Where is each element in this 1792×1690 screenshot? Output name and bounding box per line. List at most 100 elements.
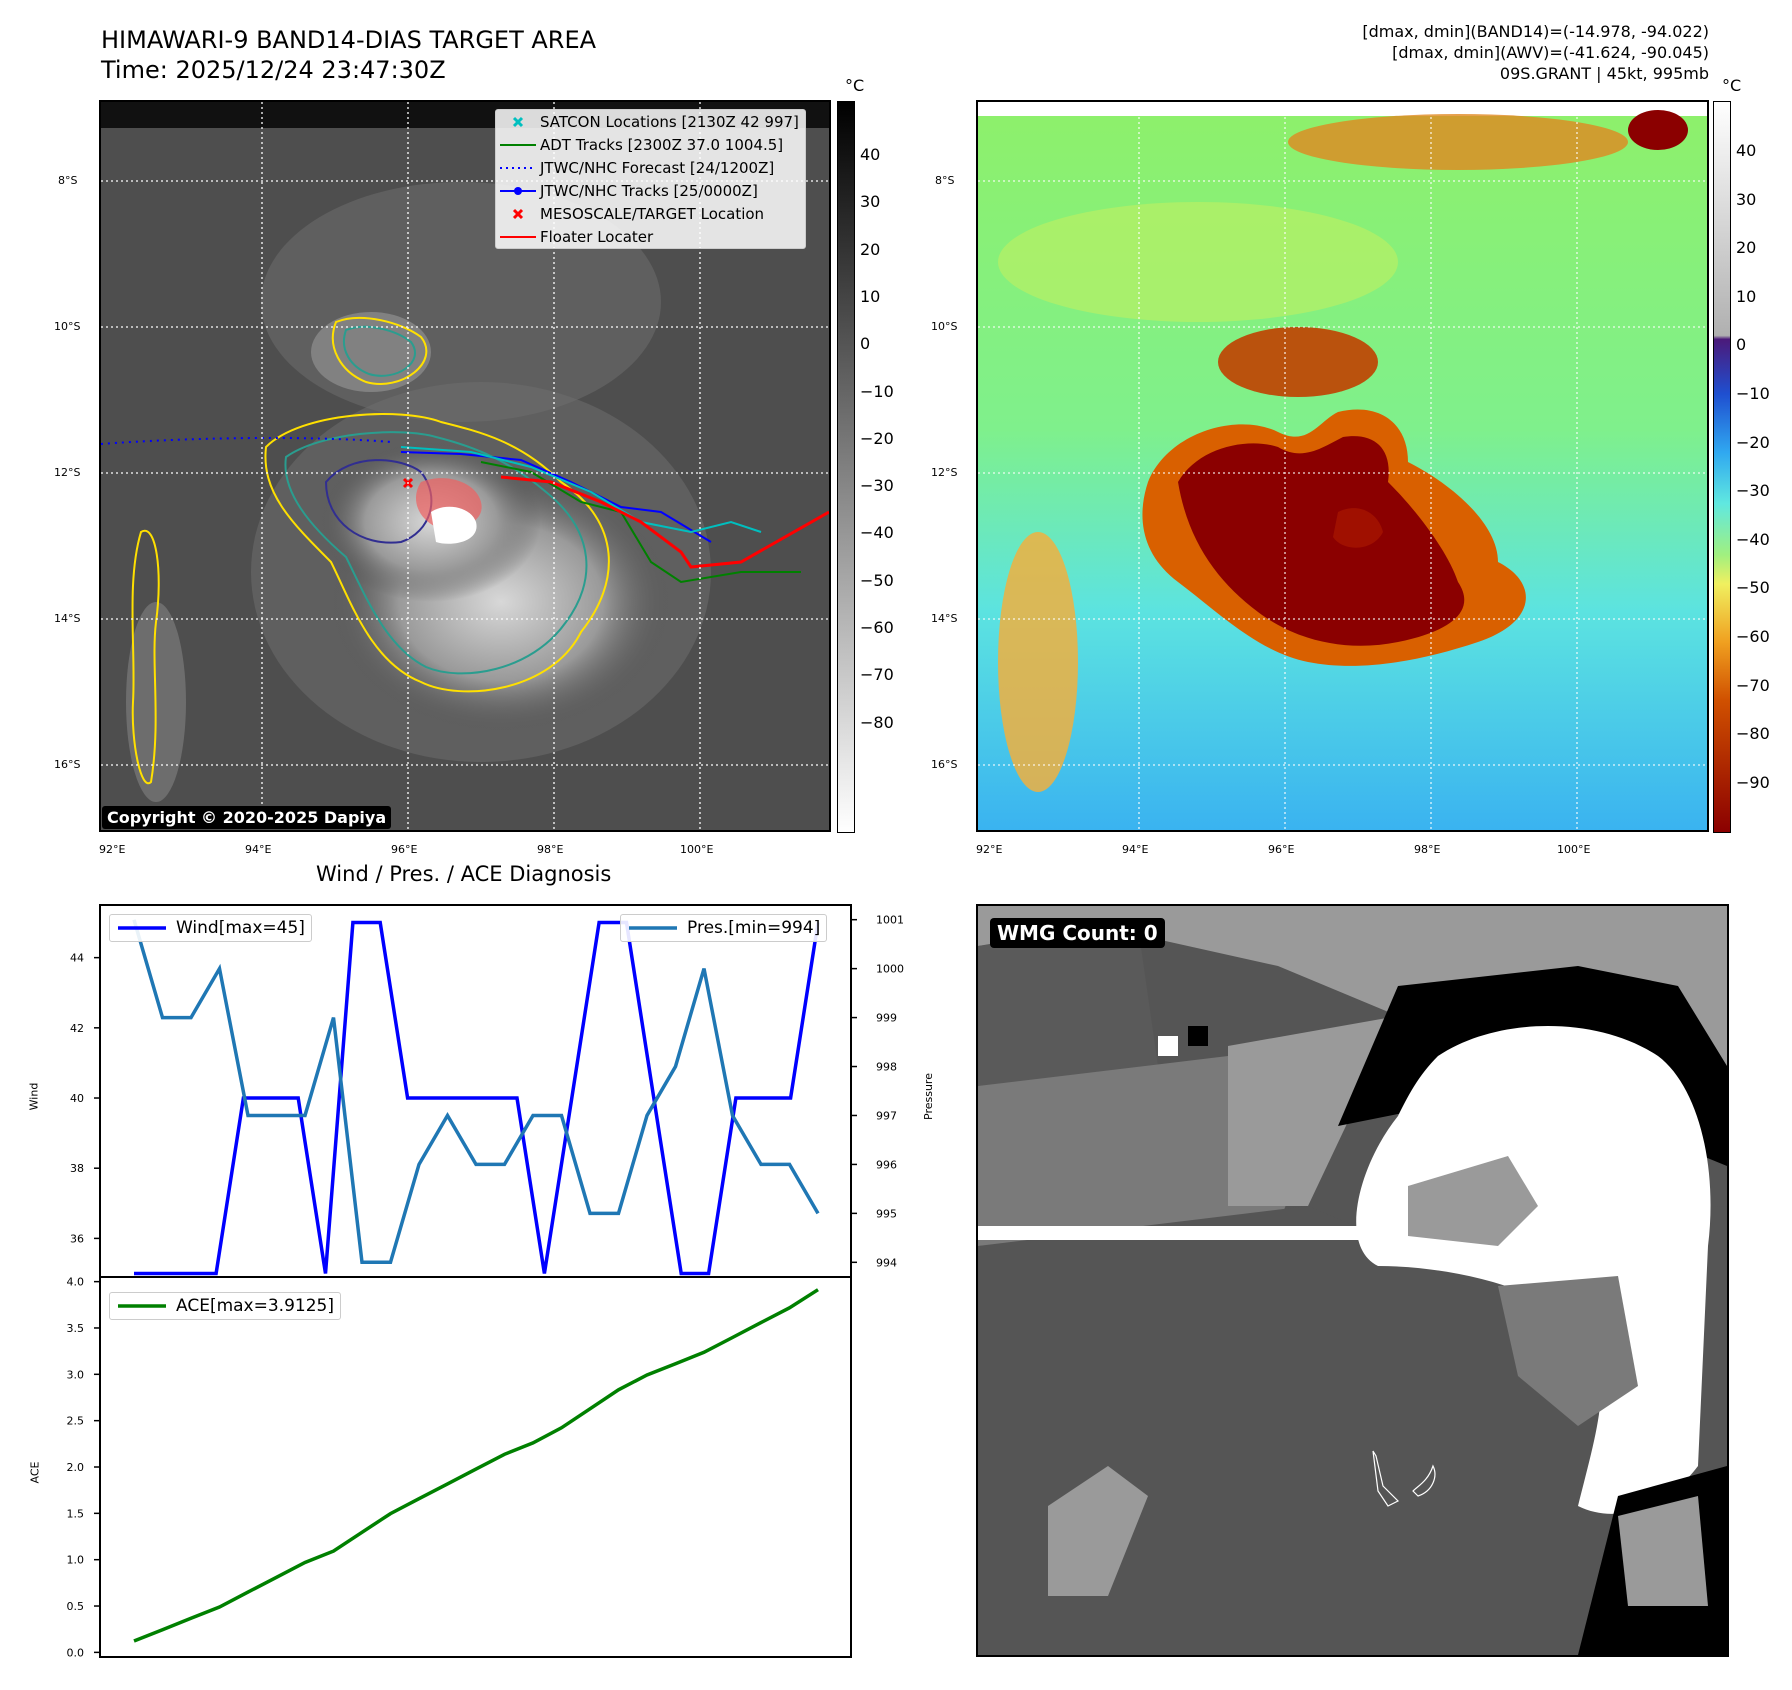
pressure-legend-label: Pres.[min=994] bbox=[687, 918, 821, 938]
colorbar-tick-label: −30 bbox=[1736, 481, 1770, 501]
pressure-legend-swatch bbox=[629, 926, 677, 930]
lat-tick: 16°S bbox=[54, 758, 81, 771]
legend-floater: Floater Locater bbox=[496, 225, 805, 248]
lon-tick: 92°E bbox=[976, 843, 1003, 856]
solid-line-icon bbox=[500, 236, 536, 238]
figure-title: HIMAWARI-9 BAND14-DIAS TARGET AREA bbox=[101, 26, 597, 54]
figure-time: Time: 2025/12/24 23:47:30Z bbox=[101, 56, 446, 84]
ace-legend-label: ACE[max=3.9125] bbox=[176, 1296, 334, 1316]
axis-tick-label: 998 bbox=[876, 1061, 897, 1074]
lat-tick: 10°S bbox=[931, 320, 958, 333]
lat-tick: 12°S bbox=[931, 466, 958, 479]
ir-colorbar-unit: °C bbox=[845, 76, 865, 95]
wind-legend-label: Wind[max=45] bbox=[176, 918, 305, 938]
lat-tick: 12°S bbox=[54, 466, 81, 479]
colorbar-tick-label: −10 bbox=[860, 381, 894, 401]
axis-tick-label: 1.0 bbox=[67, 1554, 85, 1567]
lat-tick: 14°S bbox=[931, 612, 958, 625]
color-enhanced-image bbox=[978, 102, 1707, 830]
colorbar-tick-label: 30 bbox=[860, 192, 881, 212]
legend-adt: ADT Tracks [2300Z 37.0 1004.5] bbox=[496, 133, 805, 156]
colorbar-tick-label: −70 bbox=[860, 665, 894, 685]
colorbar-tick-label: 30 bbox=[1736, 189, 1757, 209]
colorbar-tick-label: 20 bbox=[860, 239, 881, 259]
colorbar-tick-label: 40 bbox=[860, 145, 881, 164]
pressure-axis-label: Pressure bbox=[921, 1073, 935, 1120]
colorbar-tick-label: −10 bbox=[1736, 384, 1770, 403]
wmg-count-badge: WMG Count: 0 bbox=[990, 918, 1165, 948]
ace-axis-label: ACE bbox=[28, 1461, 42, 1484]
lon-tick: 96°E bbox=[1268, 843, 1295, 856]
lat-tick: 16°S bbox=[931, 758, 958, 771]
axis-tick-label: 38 bbox=[70, 1162, 84, 1175]
line-dot-icon bbox=[500, 187, 536, 195]
legend-label: ADT Tracks [2300Z 37.0 1004.5] bbox=[540, 135, 784, 154]
legend-label: Floater Locater bbox=[540, 227, 654, 246]
colorbar-tick-label: −20 bbox=[1736, 432, 1770, 452]
colorbar-tick-label: 0 bbox=[860, 334, 871, 354]
color-colorbar bbox=[1713, 101, 1731, 833]
colorbar-tick-label: 10 bbox=[860, 286, 881, 306]
axis-tick-label: 2.0 bbox=[67, 1461, 85, 1474]
axis-tick-label: 997 bbox=[876, 1109, 897, 1122]
axis-tick-label: 4.0 bbox=[67, 1276, 85, 1289]
legend-jtwc-forecast: JTWC/NHC Forecast [24/1200Z] bbox=[496, 156, 805, 179]
color-enhanced-panel bbox=[976, 100, 1709, 832]
colorbar-tick-label: −40 bbox=[860, 523, 894, 543]
lon-tick: 92°E bbox=[99, 843, 126, 856]
solid-line-icon bbox=[500, 144, 536, 146]
legend-satcon: SATCON Locations [2130Z 42 997] bbox=[496, 110, 805, 133]
axis-tick-label: 3.5 bbox=[67, 1322, 85, 1335]
colorbar-tick-label: −20 bbox=[860, 428, 894, 448]
ir-colorbar bbox=[837, 101, 855, 833]
colorbar-tick-label: −80 bbox=[1736, 724, 1770, 744]
chart-title: Wind / Pres. / ACE Diagnosis bbox=[316, 862, 612, 886]
axis-tick-label: 3.0 bbox=[67, 1368, 85, 1381]
colorbar-tick-label: −40 bbox=[1736, 529, 1770, 549]
colorbar-tick-label: −80 bbox=[860, 712, 894, 732]
ace-legend-swatch bbox=[118, 1304, 166, 1308]
axis-tick-label: 40 bbox=[70, 1092, 84, 1105]
lon-tick: 98°E bbox=[537, 843, 564, 856]
lon-tick: 100°E bbox=[680, 843, 714, 856]
colorbar-tick-label: 20 bbox=[1736, 238, 1757, 258]
colorbar-tick-label: 40 bbox=[1736, 141, 1757, 160]
colorbar-tick-label: −60 bbox=[1736, 627, 1770, 646]
info-storm: 09S.GRANT | 45kt, 995mb bbox=[1499, 64, 1709, 83]
axis-tick-label: 2.5 bbox=[67, 1415, 85, 1428]
legend-mesoscale: MESOSCALE/TARGET Location bbox=[496, 202, 805, 225]
wind-series-line bbox=[134, 920, 820, 1276]
wind-legend: Wind[max=45] bbox=[109, 914, 312, 942]
axis-tick-label: 1000 bbox=[876, 963, 904, 976]
axis-tick-label: 0.5 bbox=[67, 1600, 85, 1613]
axis-tick-label: 994 bbox=[876, 1256, 897, 1269]
lat-tick: 8°S bbox=[935, 174, 955, 187]
axis-tick-label: 42 bbox=[70, 1022, 84, 1035]
lon-tick: 96°E bbox=[391, 843, 418, 856]
colorbar-tick-label: 10 bbox=[1736, 286, 1757, 306]
legend-label: JTWC/NHC Tracks [25/0000Z] bbox=[540, 181, 758, 200]
wmg-image bbox=[978, 906, 1727, 1655]
axis-tick-label: 995 bbox=[876, 1207, 897, 1220]
ace-series-line bbox=[133, 1288, 819, 1643]
lon-tick: 100°E bbox=[1557, 843, 1591, 856]
wind-axis-label: Wind bbox=[27, 1082, 41, 1111]
x-marker-icon bbox=[512, 116, 524, 128]
colorbar-tick-label: −60 bbox=[860, 618, 894, 637]
axis-tick-label: 44 bbox=[70, 952, 84, 965]
axis-tick-label: 36 bbox=[70, 1232, 84, 1245]
axis-tick-label: 0.0 bbox=[67, 1646, 85, 1659]
colorbar-tick-label: 0 bbox=[1736, 335, 1747, 355]
colorbar-tick-label: −90 bbox=[1736, 772, 1770, 792]
lat-tick: 14°S bbox=[54, 612, 81, 625]
colorbar-tick-label: −30 bbox=[860, 476, 894, 496]
dotted-line-icon bbox=[500, 167, 536, 169]
lat-tick: 10°S bbox=[54, 320, 81, 333]
legend-label: MESOSCALE/TARGET Location bbox=[540, 204, 765, 223]
info-band14: [dmax, dmin](BAND14)=(-14.978, -94.022) bbox=[1362, 22, 1709, 41]
axis-tick-label: 1001 bbox=[876, 914, 904, 927]
x-marker-icon bbox=[512, 208, 524, 220]
lon-tick: 94°E bbox=[1122, 843, 1149, 856]
colorbar-tick-label: −50 bbox=[1736, 578, 1770, 598]
axis-tick-label: 996 bbox=[876, 1158, 897, 1171]
